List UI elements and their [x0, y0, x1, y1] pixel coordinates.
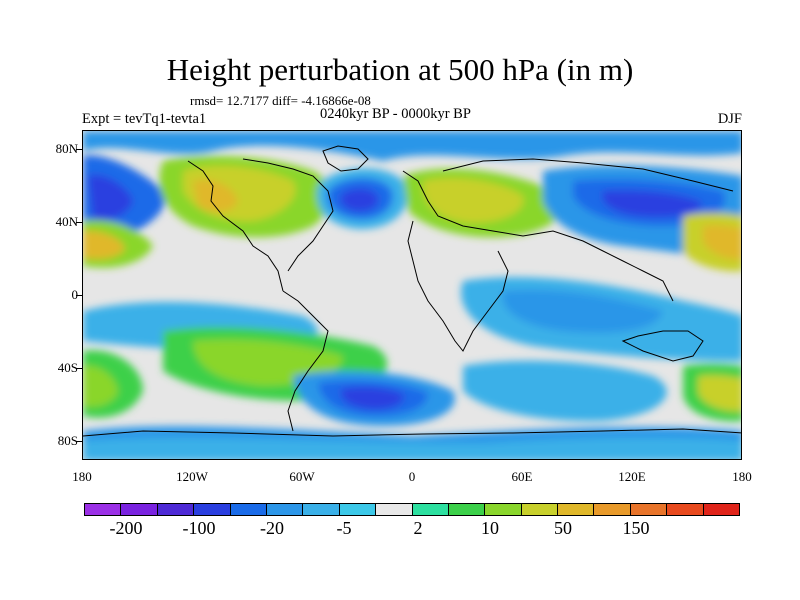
colorbar-swatch-9 — [412, 504, 449, 515]
colorbar-label-m20: -20 — [260, 518, 284, 538]
plot-title: Height perturbation at 500 hPa (in m) — [166, 52, 634, 87]
colorbar-swatch-11 — [485, 504, 522, 515]
colorbar-swatch-1 — [121, 504, 158, 515]
colorbar-swatch-12 — [521, 504, 559, 515]
map-plot-area — [82, 130, 742, 460]
lat-label-80n: 80N — [55, 141, 78, 156]
lon-label-120e: 120E — [618, 469, 646, 484]
colorbar-swatch-0 — [85, 504, 122, 515]
colorbar-label-10: 10 — [481, 518, 499, 538]
tick-0 — [76, 295, 82, 296]
lon-label-180e: 180 — [732, 469, 752, 484]
colorbar-label-2: 2 — [413, 518, 423, 538]
colorbar-swatch-8 — [376, 504, 413, 515]
lon-label-0: 0 — [408, 469, 416, 484]
colorbar-label-150: 150 — [622, 518, 650, 538]
tick-80n — [76, 149, 82, 150]
colorbar-swatch-7 — [339, 504, 377, 515]
lat-label-0: 0 — [71, 287, 79, 302]
colorbar-label-m5: -5 — [336, 518, 352, 538]
lon-label-60w: 60W — [289, 469, 315, 484]
colorbar-swatch-2 — [157, 504, 195, 515]
lat-label-40n: 40N — [55, 214, 78, 229]
colorbar-swatch-13 — [558, 504, 595, 515]
experiment-label: Expt = tevTq1-tevta1 — [82, 111, 207, 127]
colorbar-swatch-15 — [630, 504, 668, 515]
colorbar-swatch-6 — [303, 504, 340, 515]
contour-map — [83, 131, 741, 459]
colorbar-label-m200: -200 — [109, 518, 143, 538]
lon-label-180w: 180 — [72, 469, 92, 484]
stats-subtitle: rmsd= 12.7177 diff= -4.16866e-08 — [190, 93, 371, 108]
lon-label-120w: 120W — [176, 469, 208, 484]
colorbar-swatch-14 — [594, 504, 631, 515]
period-label: 0240kyr BP - 0000kyr BP — [320, 106, 471, 122]
colorbar-label-m100: -100 — [182, 518, 216, 538]
colorbar-label-50: 50 — [554, 518, 572, 538]
lon-label-60e: 60E — [511, 469, 533, 484]
colorbar-swatch-16 — [667, 504, 704, 515]
season-label: DJF — [717, 111, 742, 127]
colorbar-swatch-4 — [230, 504, 267, 515]
tick-40s — [76, 368, 82, 369]
lat-label-40s: 40S — [57, 360, 78, 375]
tick-40n — [76, 222, 82, 223]
colorbar-swatch-17 — [703, 504, 740, 515]
colorbar-swatch-5 — [266, 504, 304, 515]
colorbar — [84, 503, 740, 516]
colorbar-swatch-10 — [448, 504, 486, 515]
colorbar-swatch-3 — [194, 504, 231, 515]
tick-80s — [76, 441, 82, 442]
lat-label-80s: 80S — [57, 433, 78, 448]
